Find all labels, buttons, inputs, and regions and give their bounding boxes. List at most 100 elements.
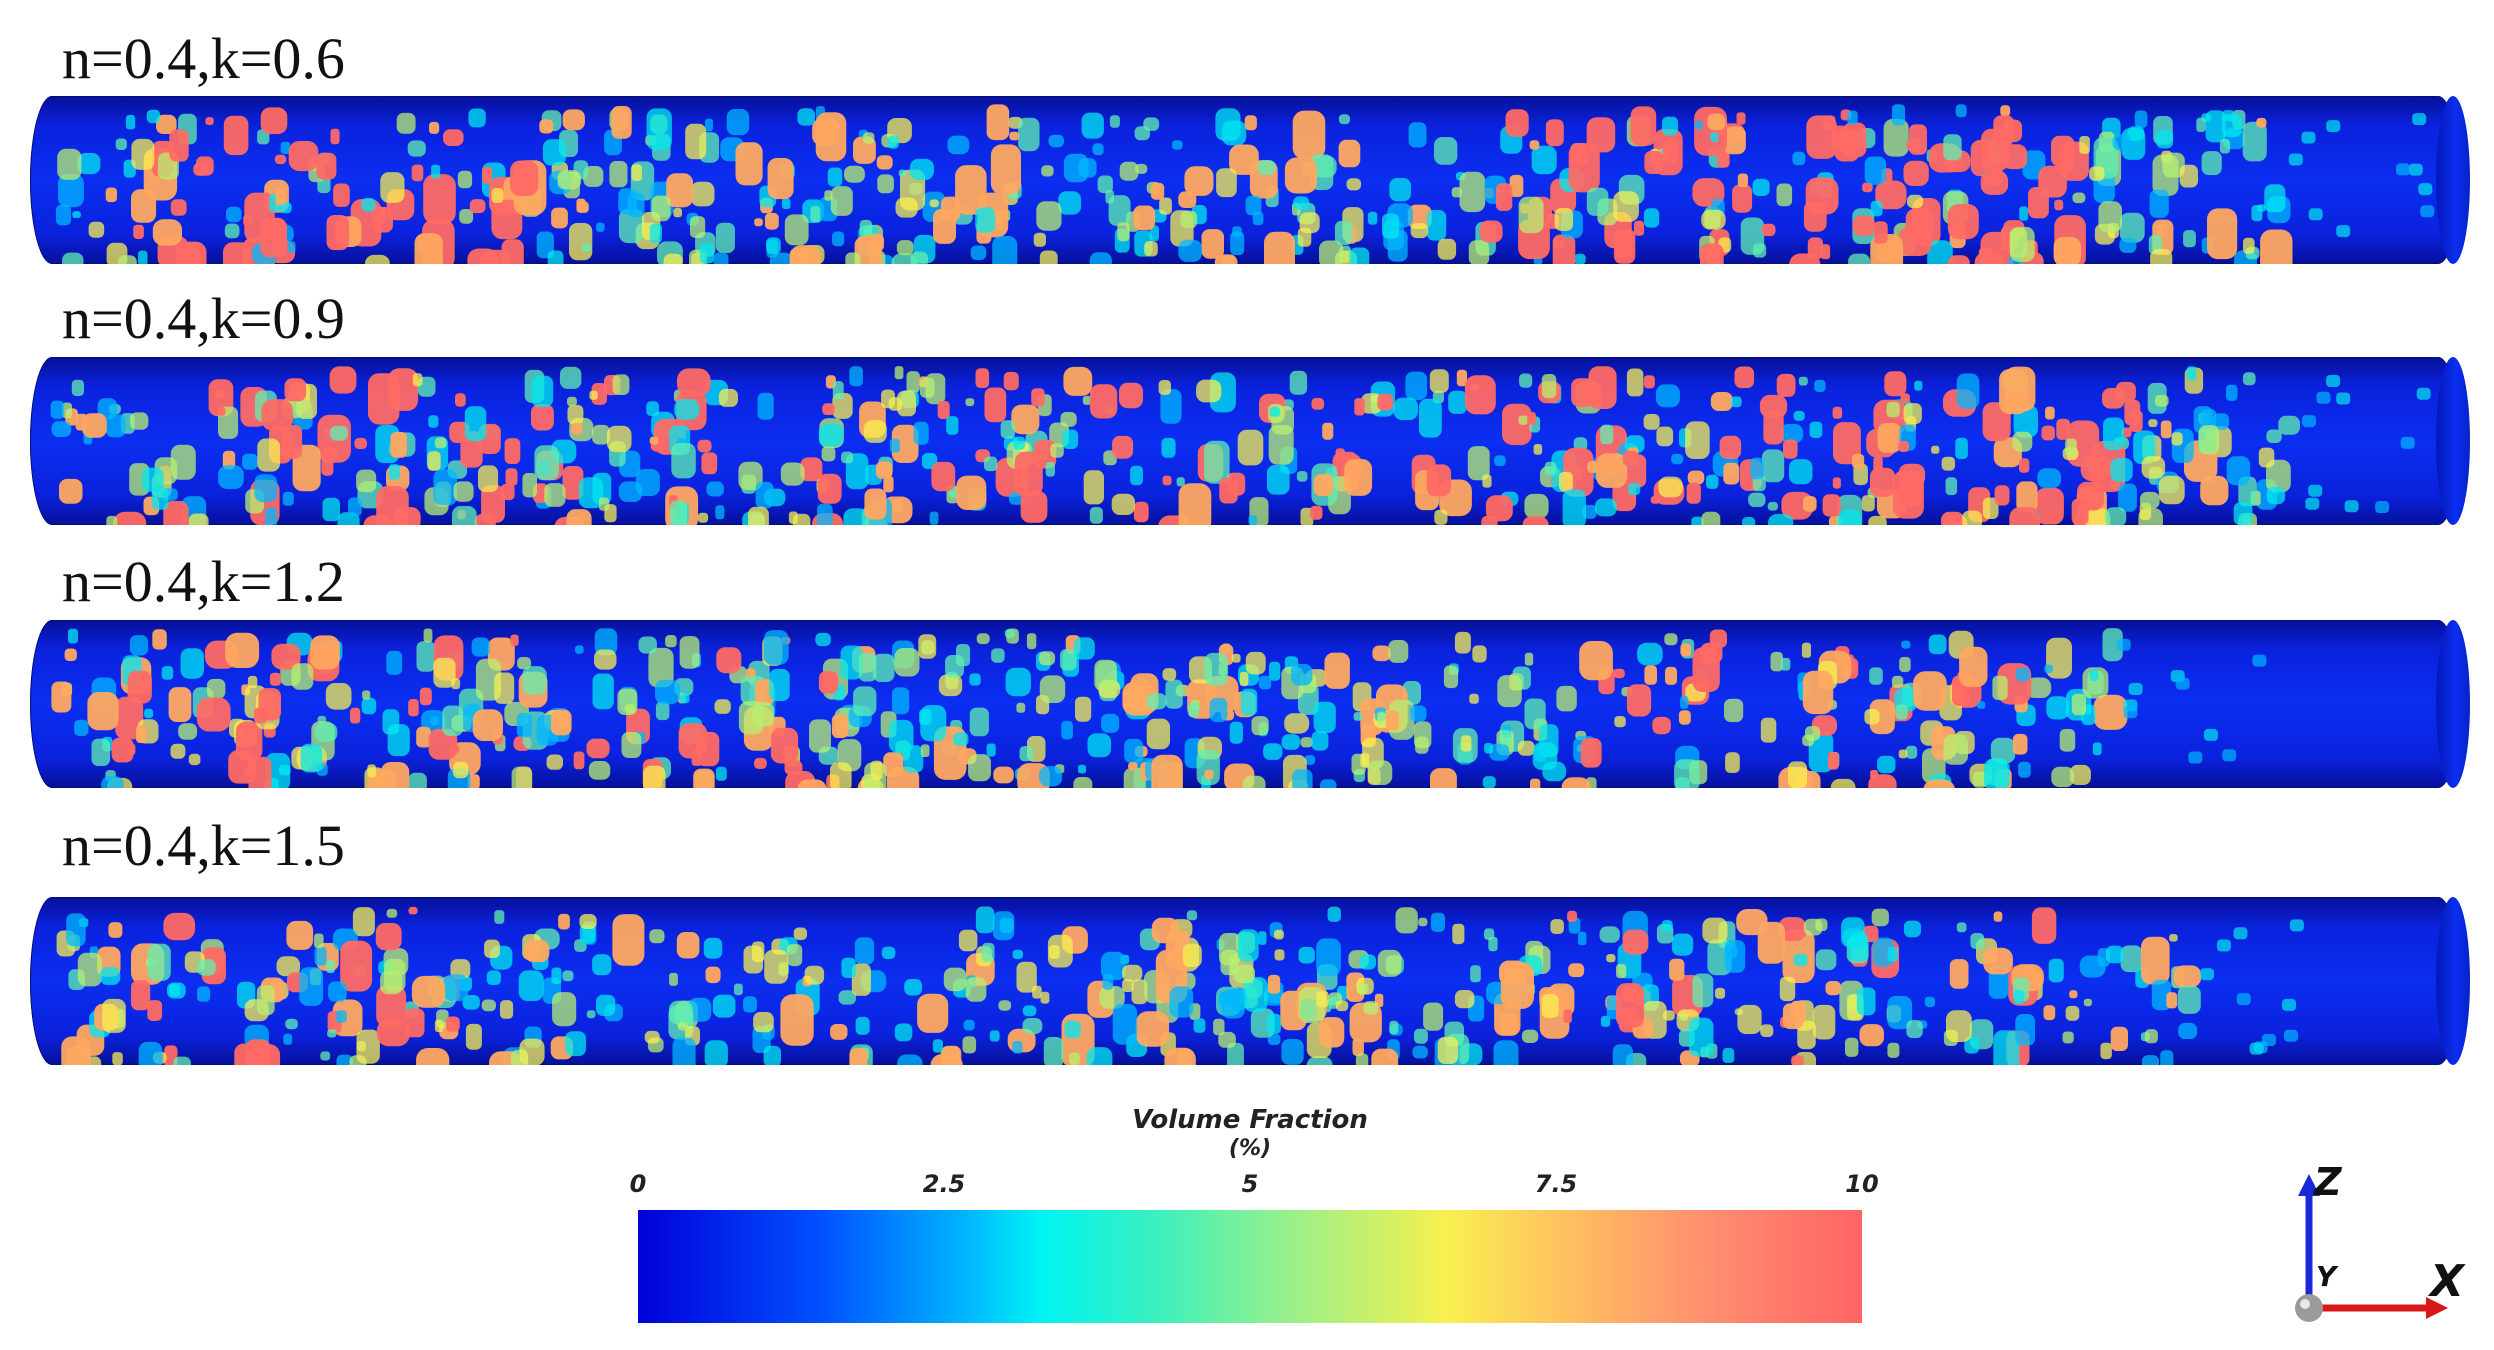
contour-blob	[66, 913, 86, 947]
contour-blob	[956, 475, 987, 510]
contour-blob	[1041, 165, 1054, 177]
contour-blob	[50, 400, 64, 419]
contour-blob	[1459, 171, 1486, 213]
contour-blob	[247, 675, 258, 688]
contour-blob	[1130, 465, 1143, 486]
contour-blob	[1838, 509, 1861, 525]
contour-blob	[1923, 779, 1955, 788]
contour-blob	[581, 243, 592, 252]
contour-blob	[937, 401, 950, 419]
contour-blob	[1793, 410, 1805, 421]
contour-blob	[2035, 487, 2064, 525]
contour-blob	[1524, 652, 1534, 666]
contour-blob	[1550, 919, 1564, 934]
contour-blob	[1962, 510, 1983, 525]
contour-blob	[754, 757, 767, 769]
contour-blob	[1204, 769, 1214, 779]
contour-blob	[1389, 178, 1411, 202]
contour-blob	[1267, 974, 1281, 994]
contour-blob	[558, 913, 570, 930]
contour-blob	[853, 686, 877, 717]
contour-blob	[1119, 382, 1143, 409]
contour-blob	[1906, 1020, 1923, 1038]
contour-blob	[1689, 1017, 1714, 1057]
contour-blob	[752, 702, 775, 727]
contour-blob	[1004, 629, 1015, 639]
contour-blob	[594, 628, 618, 656]
contour-blob	[1734, 366, 1755, 389]
contour-blob	[1644, 150, 1663, 174]
contour-blob	[1160, 389, 1182, 424]
contour-blob	[265, 507, 278, 525]
contour-blob	[1737, 173, 1748, 188]
colorbar-title: Volume Fraction (%)	[1050, 1105, 1450, 1161]
contour-blob	[649, 223, 662, 243]
contour-blob	[361, 197, 376, 212]
contour-blob	[1717, 150, 1730, 168]
contour-blob	[1899, 657, 1911, 673]
contour-blob	[2013, 989, 2024, 1005]
contour-blob	[2252, 654, 2267, 667]
contour-blob	[1437, 1036, 1459, 1064]
contour-blob	[986, 743, 996, 757]
contour-blob	[286, 920, 314, 950]
contour-blob	[519, 1038, 545, 1065]
contour-blob	[225, 632, 260, 668]
contour-blob	[2412, 113, 2427, 126]
contour-blob	[224, 223, 240, 239]
contour-blob	[1414, 1028, 1428, 1044]
contour-blob	[136, 725, 147, 743]
contour-blob	[557, 170, 582, 190]
contour-blob	[818, 671, 838, 694]
contour-blob	[1045, 462, 1055, 477]
contour-blob	[522, 473, 537, 498]
contour-blob	[1571, 378, 1594, 407]
contour-blob	[919, 377, 935, 398]
contour-blob	[655, 679, 680, 705]
contour-blob	[173, 1056, 191, 1065]
contour-blob	[685, 123, 707, 160]
contour-blob	[612, 374, 630, 395]
contour-blob	[1562, 489, 1586, 525]
contour-blob	[904, 979, 923, 996]
contour-blob	[1426, 210, 1447, 241]
contour-blob	[1730, 396, 1742, 408]
contour-blob	[2251, 205, 2263, 222]
contour-blob	[2142, 1055, 2159, 1065]
contour-blob	[1702, 917, 1728, 944]
contour-blob	[851, 963, 871, 996]
contour-blob	[1752, 475, 1766, 492]
contour-blob	[468, 108, 486, 128]
contour-blob	[1994, 485, 2010, 506]
contour-blob	[743, 996, 757, 1013]
contour-blob	[1801, 642, 1811, 658]
contour-blob	[1573, 437, 1588, 451]
contour-blob	[1955, 437, 1968, 459]
contour-blob	[163, 501, 189, 525]
contour-blob	[2046, 696, 2069, 720]
contour-blob	[500, 483, 515, 501]
contour-blob	[1914, 380, 1923, 391]
contour-blob	[431, 164, 441, 179]
contour-blob	[804, 965, 825, 985]
contour-blob	[676, 368, 711, 397]
contour-blob	[1472, 645, 1487, 663]
contour-blob	[1580, 738, 1602, 768]
contour-blob	[1268, 425, 1294, 465]
contour-blob	[1221, 989, 1245, 1019]
contour-blob	[1338, 139, 1361, 168]
contour-blob	[1970, 933, 1985, 949]
contour-blob	[909, 158, 934, 180]
contour-blob	[2266, 429, 2282, 443]
contour-blob	[531, 404, 554, 431]
contour-blob	[1600, 1015, 1611, 1027]
contour-blob	[1830, 778, 1856, 788]
contour-blob	[1112, 435, 1134, 459]
contour-blob	[671, 442, 696, 479]
contour-blob	[1134, 126, 1150, 141]
contour-blob	[704, 1040, 728, 1065]
contour-blob	[646, 108, 672, 151]
contour-blob	[1159, 197, 1172, 215]
contour-blob	[59, 478, 83, 504]
contour-blob	[138, 1041, 163, 1065]
